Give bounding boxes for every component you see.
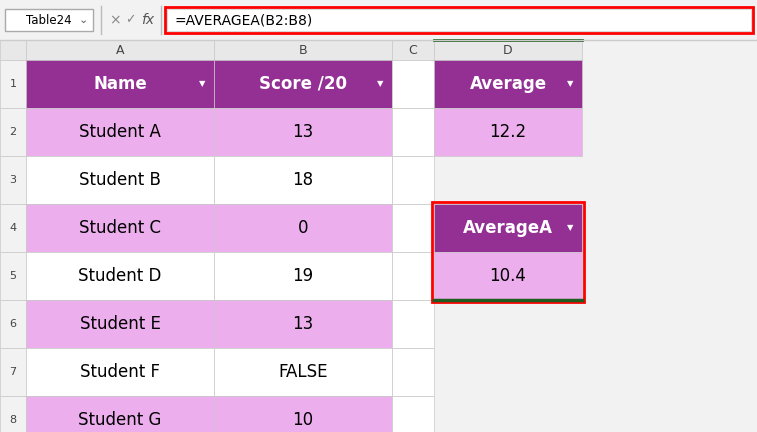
Bar <box>392 40 434 60</box>
Text: ▼: ▼ <box>567 79 573 89</box>
Text: Student C: Student C <box>79 219 161 237</box>
Bar <box>214 300 392 348</box>
Bar <box>392 60 434 108</box>
Text: 2: 2 <box>9 127 17 137</box>
Bar <box>26 300 214 348</box>
Text: Student B: Student B <box>79 171 161 189</box>
Bar <box>392 156 434 204</box>
Bar <box>434 252 582 300</box>
Text: 13: 13 <box>292 123 313 141</box>
Bar <box>26 204 214 252</box>
Bar <box>434 40 582 60</box>
Bar <box>392 204 434 252</box>
Text: Table24: Table24 <box>26 13 72 26</box>
Text: 4: 4 <box>9 223 17 233</box>
Text: 12.2: 12.2 <box>490 123 527 141</box>
Text: Student A: Student A <box>79 123 161 141</box>
Text: A: A <box>116 44 124 57</box>
Bar <box>214 348 392 396</box>
Bar <box>0 252 26 300</box>
Text: 19: 19 <box>292 267 313 285</box>
Bar <box>434 60 582 108</box>
Bar <box>432 202 584 302</box>
Bar <box>165 7 753 33</box>
Bar <box>0 300 26 348</box>
Text: ▼: ▼ <box>567 223 573 232</box>
Text: B: B <box>299 44 307 57</box>
Text: 3: 3 <box>10 175 17 185</box>
Bar <box>26 348 214 396</box>
Text: Average: Average <box>469 75 547 93</box>
Bar <box>434 108 582 156</box>
Text: 13: 13 <box>292 315 313 333</box>
Text: 0: 0 <box>298 219 308 237</box>
Bar <box>392 108 434 156</box>
Text: =AVERAGEA(B2:B8): =AVERAGEA(B2:B8) <box>175 13 313 27</box>
Text: FALSE: FALSE <box>279 363 328 381</box>
Bar <box>26 108 214 156</box>
Text: 6: 6 <box>10 319 17 329</box>
Text: 18: 18 <box>292 171 313 189</box>
Bar <box>26 252 214 300</box>
Text: 10.4: 10.4 <box>490 267 526 285</box>
Text: Student G: Student G <box>78 411 162 429</box>
Bar <box>0 0 757 40</box>
Text: 1: 1 <box>10 79 17 89</box>
Text: ✓: ✓ <box>125 13 136 26</box>
Text: Name: Name <box>93 75 147 93</box>
Bar <box>214 396 392 432</box>
Bar <box>26 40 214 60</box>
Text: 5: 5 <box>10 271 17 281</box>
Bar <box>0 204 26 252</box>
Text: fx: fx <box>141 13 154 27</box>
Bar <box>0 396 26 432</box>
Bar <box>214 40 392 60</box>
Text: D: D <box>503 44 512 57</box>
Bar <box>214 204 392 252</box>
Bar <box>214 60 392 108</box>
Text: ▼: ▼ <box>199 79 205 89</box>
Bar <box>26 156 214 204</box>
Bar <box>392 348 434 396</box>
Text: ×: × <box>109 13 120 27</box>
Bar <box>26 60 214 108</box>
Bar <box>392 252 434 300</box>
Text: Student E: Student E <box>79 315 160 333</box>
Bar <box>392 396 434 432</box>
Text: ⌄: ⌄ <box>78 15 88 25</box>
Text: Score /20: Score /20 <box>259 75 347 93</box>
Bar <box>392 300 434 348</box>
Text: AverageA: AverageA <box>463 219 553 237</box>
Text: 8: 8 <box>9 415 17 425</box>
Bar <box>214 252 392 300</box>
Text: 7: 7 <box>9 367 17 377</box>
Text: 10: 10 <box>292 411 313 429</box>
Bar <box>0 40 26 60</box>
Bar <box>167 9 751 31</box>
Bar <box>0 108 26 156</box>
Text: Student D: Student D <box>78 267 162 285</box>
Bar <box>0 348 26 396</box>
Bar <box>214 108 392 156</box>
Bar <box>0 156 26 204</box>
Text: Student F: Student F <box>80 363 160 381</box>
Bar <box>214 156 392 204</box>
Text: ▼: ▼ <box>377 79 383 89</box>
Text: C: C <box>409 44 417 57</box>
Bar <box>5 9 93 31</box>
Bar <box>26 396 214 432</box>
Bar <box>0 60 26 108</box>
Bar <box>434 204 582 252</box>
